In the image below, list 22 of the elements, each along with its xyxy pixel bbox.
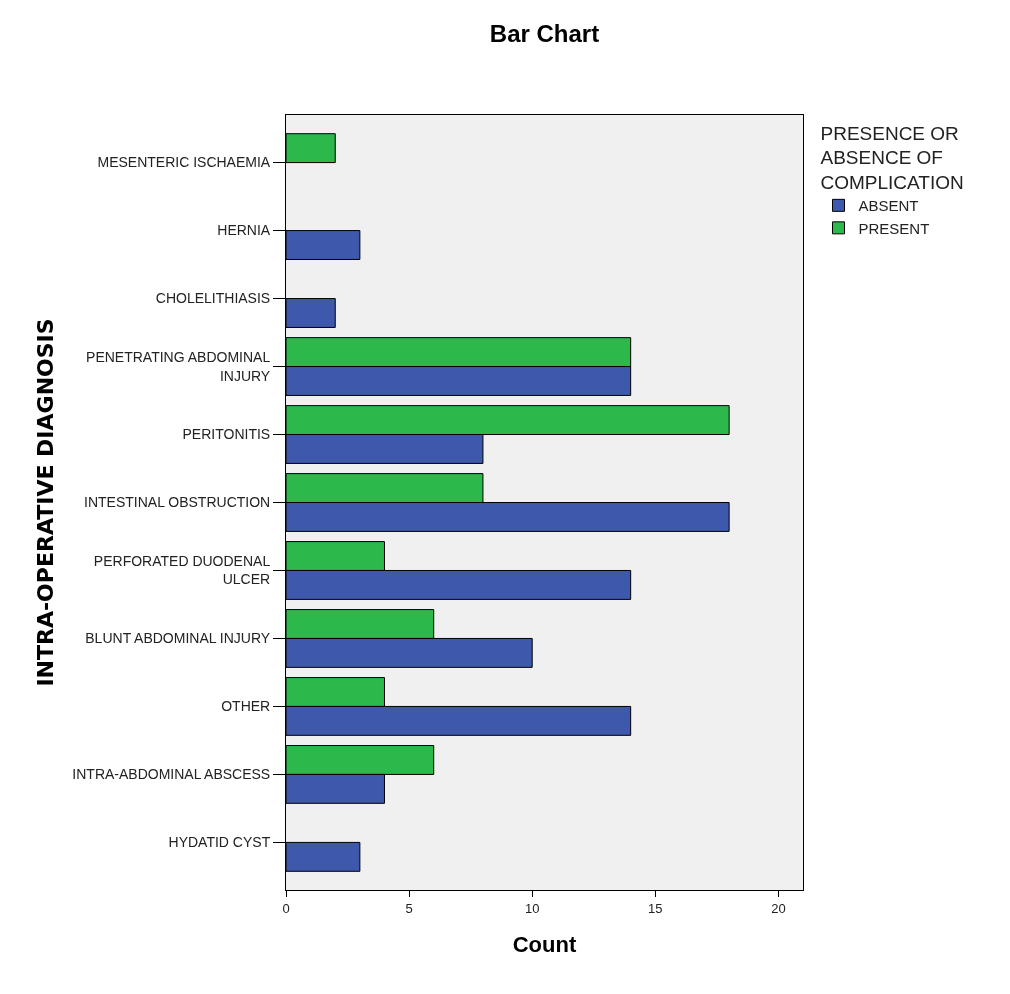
- chart-title: Bar Chart: [489, 19, 600, 47]
- y-tick-label: BLUNT ABDOMINAL INJURY: [85, 630, 271, 647]
- legend-label: ABSENT: [858, 197, 919, 215]
- legend-label: PRESENT: [858, 219, 930, 237]
- y-tick-label: CHOLELITHIASIS: [155, 290, 271, 307]
- x-tick-label: 5: [405, 900, 413, 916]
- y-tick-label: OTHER: [221, 698, 271, 715]
- x-axis-title: Count: [512, 932, 577, 958]
- y-axis-title: INTRA-OPERATIVE DIAGNOSIS: [33, 318, 59, 687]
- legend-title: PRESENCE OR ABSENCE OF COMPLICATION: [820, 122, 964, 194]
- y-tick-label: PENETRATING ABDOMINAL INJURY: [86, 349, 271, 384]
- y-tick-label: HYDATID CYST: [168, 834, 271, 851]
- y-tick-label: INTRA-ABDOMINAL ABSCESS: [72, 766, 271, 783]
- x-tick-label: 20: [771, 900, 786, 916]
- x-tick-label: 10: [524, 900, 540, 916]
- x-tick-label: 15: [648, 900, 663, 916]
- y-tick-label: PERFORATED DUODENAL ULCER: [93, 553, 271, 588]
- x-tick-label: 0: [282, 900, 290, 916]
- y-tick-label: HERNIA: [217, 222, 271, 239]
- y-tick-label: PERITONITIS: [182, 426, 271, 443]
- y-tick-label: MESENTERIC ISCHAEMIA: [97, 154, 271, 171]
- y-tick-label: INTESTINAL OBSTRUCTION: [84, 494, 271, 511]
